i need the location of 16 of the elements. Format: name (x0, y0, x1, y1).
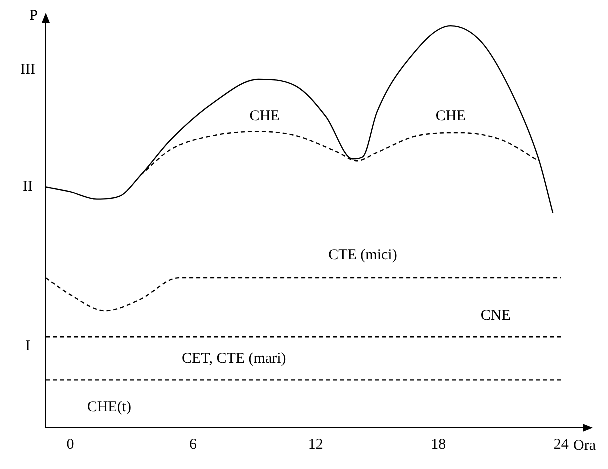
x-tick-label: 0 (66, 436, 74, 453)
x-tick-label: 12 (308, 436, 324, 453)
annotation: CHE (436, 108, 466, 124)
y-axis-title: P (30, 8, 38, 24)
x-axis-title: Ora (574, 438, 596, 454)
x-tick-label: 18 (431, 436, 446, 453)
text: II (23, 179, 33, 196)
annotation: CHE(t) (87, 399, 132, 416)
annotation: CET, CTE (mari) (182, 350, 286, 367)
annotation: CTE (mici) (328, 248, 398, 264)
x-tick-label: 6 (189, 436, 198, 453)
x-tick-label: 24 (554, 436, 570, 453)
annotation: CHE (250, 108, 280, 124)
annotation: CNE (480, 308, 511, 324)
text: I (26, 338, 30, 354)
text: III (20, 62, 36, 78)
